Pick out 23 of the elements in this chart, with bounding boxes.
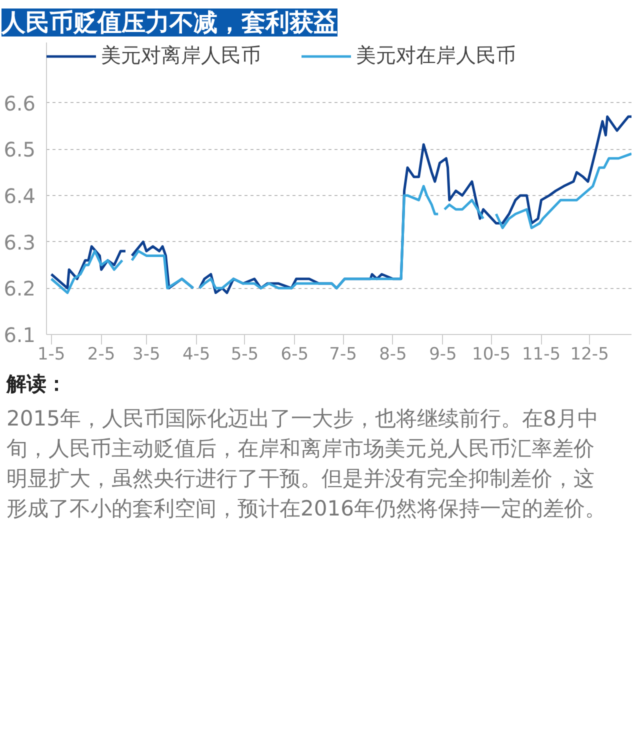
x-tick-label: 2-5 [87, 344, 116, 364]
text: 2015年，人民币国际化迈出了一大步，也将继续前行。在8月中旬，人民币主动贬值后，在岸和离岸市场美元兑人民币汇率差价明显扩大，虽然央行进行了干预。但是并没有完全抑制差价，这形成了不小的套利空间，预计在2016年仍然将保持一定的差价。 [6, 406, 606, 520]
x-tick-label: 9-5 [429, 344, 457, 364]
y-tick-label: 6.1 [4, 323, 36, 347]
y-tick-label: 6.5 [4, 138, 36, 162]
text: 解读： [6, 372, 66, 396]
x-tick-label: 4-5 [182, 344, 210, 364]
x-tick-label: 10-5 [472, 344, 511, 364]
legend-label: 美元对离岸人民币 [101, 42, 261, 69]
x-tick-label: 5-5 [230, 344, 259, 364]
x-tick-label: 3-5 [132, 344, 160, 364]
x-tick-label: 11-5 [522, 344, 561, 364]
legend-label: 美元对在岸人民币 [356, 42, 516, 69]
x-tick-label: 12-5 [570, 344, 609, 364]
y-tick-label: 6.4 [4, 184, 36, 208]
chart-title: 人民币贬值压力不减，套利获益 [0, 8, 338, 36]
x-tick-label: 8-5 [379, 344, 407, 364]
y-tick-label: 6.2 [4, 276, 36, 301]
x-tick-label: 7-5 [329, 344, 357, 364]
x-tick-label: 6-5 [280, 344, 309, 364]
y-tick-label: 6.3 [4, 230, 36, 254]
y-tick-label: 6.6 [4, 91, 36, 116]
x-tick-label: 1-5 [37, 344, 66, 364]
